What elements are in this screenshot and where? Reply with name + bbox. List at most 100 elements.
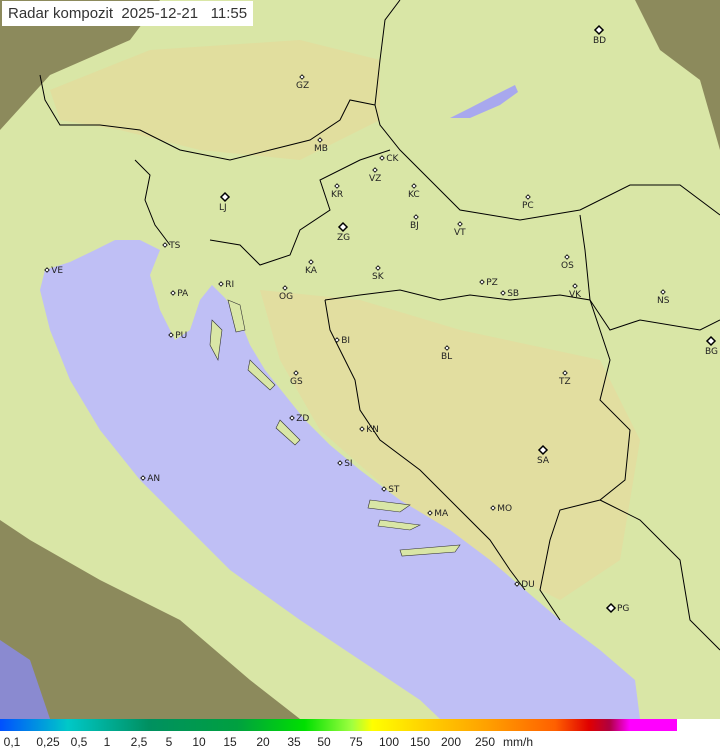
city-label: ZD: [296, 414, 309, 424]
city-label: KA: [305, 266, 318, 276]
radar-map[interactable]: BD GZ MB CK VZ KR KC LJ PC ZG BJ VT TS VE KA SK OS RI PA OG…: [0, 0, 720, 719]
city-pg: PG: [605, 602, 629, 614]
city-tz: TZ: [558, 370, 571, 387]
adriatic-sea: [40, 240, 640, 719]
city-label: RI: [225, 280, 234, 290]
islands: [209, 299, 461, 557]
city-marker-icon: [289, 415, 295, 421]
city-mo: MO: [490, 504, 512, 514]
city-bg: BG: [705, 335, 718, 357]
city-ck: CK: [379, 154, 399, 164]
city-label: VE: [51, 266, 63, 276]
city-ve: VE: [44, 266, 63, 276]
city-label: ST: [388, 485, 400, 495]
legend-label: 20: [256, 735, 270, 749]
city-label: BJ: [410, 221, 419, 231]
city-marker-icon: [375, 265, 381, 271]
city-vz: VZ: [369, 167, 381, 184]
legend-label: 15: [223, 735, 237, 749]
city-bd: BD: [593, 24, 606, 46]
legend-label: 200: [440, 735, 462, 749]
city-label: VT: [454, 228, 466, 238]
city-og: OG: [279, 285, 293, 302]
legend-label: 150: [409, 735, 431, 749]
city-marker-icon: [660, 289, 666, 295]
city-label: PC: [522, 201, 534, 211]
map-title: Radar kompozit 2025-12-21 11:55: [2, 1, 254, 26]
city-ri: RI: [218, 280, 234, 290]
city-marker-icon: [379, 155, 385, 161]
city-sa: SA: [537, 444, 550, 466]
legend-label: 1: [103, 735, 111, 749]
city-label: BL: [441, 352, 452, 362]
city-kr: KR: [331, 183, 343, 200]
city-label: MB: [314, 144, 328, 154]
country-borders: [39, 0, 720, 651]
dinaric-shading: [260, 290, 640, 600]
city-marker-icon: [44, 267, 50, 273]
legend-label: 0,25: [36, 735, 60, 749]
city-lj: LJ: [219, 191, 231, 213]
legend-label: 2,5: [130, 735, 148, 749]
city-label: MA: [434, 509, 449, 519]
city-marker-icon: [334, 183, 340, 189]
city-os: OS: [561, 254, 574, 271]
city-label: SI: [344, 459, 352, 469]
mountain-shading: [50, 40, 380, 160]
legend-labels: 0,1 0,25 0,5 1 2,5 5 10 15 20 35 50 75 1…: [0, 733, 720, 751]
city-label: KN: [366, 425, 379, 435]
city-sb: SB: [500, 289, 519, 299]
city-pa: PA: [170, 289, 189, 299]
city-label: TZ: [558, 377, 571, 387]
tyrrhenian-sea: [0, 640, 50, 719]
lake-balaton: [450, 85, 518, 118]
city-bj: BJ: [410, 214, 419, 231]
city-ts: TS: [162, 241, 181, 251]
city-marker-icon: [372, 167, 378, 173]
city-ns: NS: [657, 289, 670, 306]
city-zg: ZG: [337, 221, 350, 243]
city-label: SB: [507, 289, 519, 299]
city-label: PZ: [486, 278, 498, 288]
city-ma: MA: [427, 509, 449, 519]
city-marker-icon: [457, 221, 463, 227]
city-marker-icon: [140, 475, 146, 481]
city-label: VK: [569, 290, 582, 300]
city-sk: SK: [372, 265, 385, 282]
city-bi: BI: [334, 336, 350, 346]
city-marker-icon: [413, 214, 419, 220]
city-markers: BD GZ MB CK VZ KR KC LJ PC ZG BJ VT TS VE KA SK OS RI PA OG…: [44, 24, 718, 614]
precipitation-color-scale: [0, 719, 677, 731]
city-marker-icon: [514, 581, 520, 587]
city-gz: GZ: [296, 74, 309, 91]
legend-label: 50: [317, 735, 331, 749]
city-si: SI: [337, 459, 353, 469]
city-marker-icon: [479, 279, 485, 285]
city-marker-icon: [537, 444, 549, 456]
city-marker-icon: [317, 137, 323, 143]
city-marker-icon: [564, 254, 570, 260]
city-marker-icon: [444, 345, 450, 351]
city-marker-icon: [427, 510, 433, 516]
city-zd: ZD: [289, 414, 309, 424]
city-vt: VT: [454, 221, 466, 238]
city-marker-icon: [605, 602, 617, 614]
city-label: NS: [657, 296, 670, 306]
city-du: DU: [514, 580, 535, 590]
city-label: PA: [177, 289, 189, 299]
title-time: 11:55: [210, 5, 248, 22]
city-bl: BL: [441, 345, 452, 362]
city-label: KC: [408, 190, 420, 200]
city-marker-icon: [490, 505, 496, 511]
city-label: GZ: [296, 81, 309, 91]
city-label: GS: [290, 377, 303, 387]
legend-label: 10: [192, 735, 206, 749]
city-st: ST: [381, 485, 400, 495]
city-label: DU: [521, 580, 535, 590]
city-marker-icon: [282, 285, 288, 291]
city-marker-icon: [219, 191, 231, 203]
city-label: KR: [331, 190, 343, 200]
city-marker-icon: [593, 24, 605, 36]
city-ka: KA: [305, 259, 318, 276]
city-mb: MB: [314, 137, 328, 154]
